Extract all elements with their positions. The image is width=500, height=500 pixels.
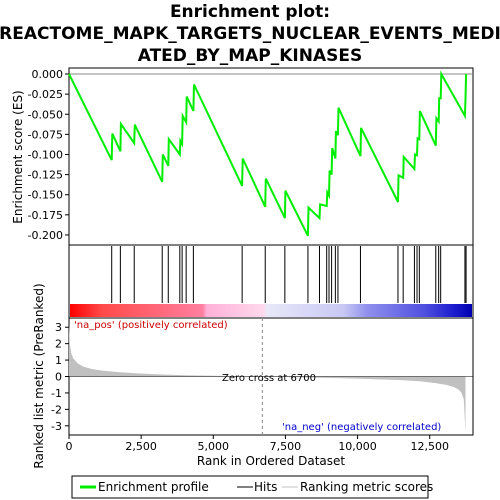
metric-y-tick-label: 0	[55, 371, 62, 384]
legend-enrichment-label: Enrichment profile	[98, 480, 209, 494]
es-y-tick-label: -0.150	[28, 189, 63, 202]
es-y-tick-label: -0.100	[28, 148, 63, 161]
metric-x-tick-label: 5,000	[198, 440, 230, 453]
metric-y-tick-label: 2	[55, 338, 62, 351]
pos-correlated-label: 'na_pos' (positively correlated)	[74, 320, 228, 331]
metric-x-tick-label: 2,500	[125, 440, 157, 453]
es-y-tick-label: -0.050	[28, 108, 63, 121]
hits-panel	[68, 244, 474, 319]
metric-y-tick-label: -3	[51, 420, 62, 433]
es-y-tick-label: 0.000	[32, 68, 64, 81]
es-y-tick-label: -0.025	[28, 88, 63, 101]
metric-y-label: Ranked list metric (PreRanked)	[32, 283, 46, 468]
metric-x-tick-label: 10,000	[338, 440, 377, 453]
es-y-tick-label: -0.125	[28, 169, 63, 182]
metric-x-label: Rank in Ordered Dataset	[197, 454, 345, 468]
metric-x-tick-label: 0	[66, 440, 73, 453]
neg-correlated-label: 'na_neg' (negatively correlated)	[282, 422, 441, 433]
es-y-tick-label: -0.075	[28, 128, 63, 141]
chart-title-line-2: REACTOME_MAPK_TARGETS_NUCLEAR_EVENTS_MED…	[0, 24, 500, 44]
es-y-tick-label: -0.200	[28, 229, 63, 242]
es-y-ticks: 0.000 -0.025 -0.050 -0.075 -0.100 -0.125 -0.15…	[28, 68, 69, 242]
metric-x-ticks: 0 2,500 5,000 7,500 10,000 12,500	[66, 435, 449, 453]
metric-y-tick-label: 1	[55, 354, 62, 367]
metric-x-tick-label: 12,500	[410, 440, 449, 453]
chart-title-line-3: ATED_BY_MAP_KINASES	[138, 46, 363, 66]
es-y-label: Enrichment score (ES)	[11, 90, 25, 223]
enrichment-profile-line	[68, 70, 468, 237]
metric-x-tick-label: 7,500	[270, 440, 302, 453]
legend-hits-label: Hits	[254, 480, 277, 494]
legend: Enrichment profile Hits Ranking metric s…	[71, 475, 433, 499]
metric-y-tick-label: 3	[55, 321, 62, 334]
metric-y-tick-label: -2	[51, 403, 62, 416]
ranking-metric-area	[69, 323, 466, 433]
chart-title-line-1: Enrichment plot:	[170, 2, 330, 22]
metric-y-ticks: 3 2 1 0 -1 -2 -3	[51, 321, 69, 433]
zero-cross-label: Zero cross at 6700	[222, 373, 316, 384]
legend-metric-label: Ranking metric scores	[300, 480, 433, 494]
ranking-color-bar	[70, 304, 472, 317]
es-y-tick-label: -0.175	[28, 209, 63, 222]
es-panel: 0.000 -0.025 -0.050 -0.075 -0.100 -0.125 -0.15…	[11, 67, 474, 246]
es-panel-frame	[68, 67, 474, 246]
metric-y-tick-label: -1	[51, 387, 62, 400]
hit-markers	[111, 246, 467, 303]
